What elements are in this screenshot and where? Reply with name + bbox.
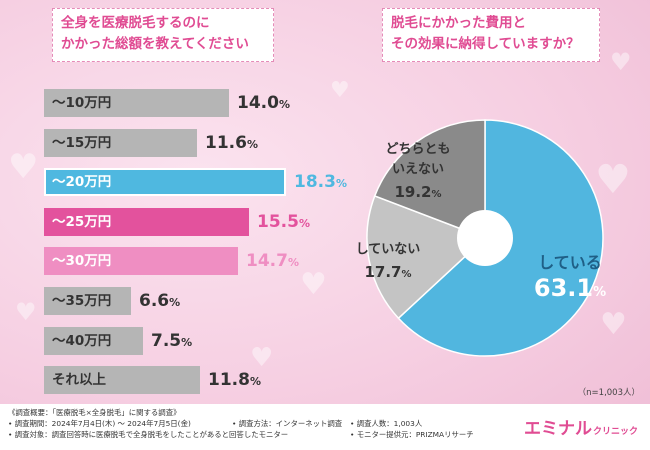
right-chart-title: 脱毛にかかった費用と その効果に納得していますか？	[382, 8, 600, 62]
pie-value-label: 17.7%	[364, 263, 411, 281]
bar-value-label: 14.0%	[237, 93, 290, 113]
footer	[0, 404, 650, 450]
bar	[44, 327, 143, 355]
bar-value-label: 6.6%	[139, 291, 181, 311]
bar	[44, 89, 229, 117]
bar-category-label: それ以上	[52, 372, 106, 388]
sample-size: （n=1,003人）	[577, 388, 640, 398]
brand-name: エミナル	[524, 419, 592, 439]
bar-value-label: 14.7%	[246, 251, 299, 271]
left-title-line2: かかった総額を教えてください	[61, 36, 249, 52]
heart-icon: ♥	[610, 48, 632, 76]
footnote-method: • 調査方法：インターネット調査	[232, 419, 343, 428]
footnote-provider: • モニター提供元：PRIZMAリサーチ	[350, 430, 474, 439]
heart-icon: ♥	[600, 307, 627, 342]
footnote-period: • 調査期間：2024年7月4日(木) ～ 2024年7月5日(金)	[8, 419, 191, 428]
bar-category-label: ～25万円	[52, 214, 112, 230]
footnote-count: • 調査人数：1,003人	[350, 419, 423, 428]
pie-slice-label: いえない	[392, 162, 444, 177]
bar-value-label: 18.3%	[294, 172, 347, 192]
bar-value-label: 7.5%	[151, 331, 193, 351]
brand-suffix: クリニック	[593, 427, 639, 437]
pie-slice	[397, 119, 604, 357]
pie-center-hole	[457, 210, 513, 266]
bar-category-label: ～35万円	[52, 293, 112, 309]
bar	[44, 168, 286, 196]
heart-icon: ♥	[8, 147, 39, 187]
pie-value-label: 63.1%	[534, 274, 606, 302]
bar-value-label: 11.8%	[208, 370, 261, 390]
bar	[44, 366, 200, 394]
bar	[44, 208, 249, 236]
left-chart-title: 全身を医療脱毛するのに かかった総額を教えてください	[52, 8, 274, 62]
pie-slice	[373, 119, 486, 240]
pie-slice	[366, 194, 487, 320]
footnote-summary: 《調査概要：「医療脱毛×全身脱毛」に関する調査》	[8, 408, 181, 417]
bar	[44, 287, 131, 315]
heart-icon: ♥	[300, 267, 327, 302]
heart-icon: ♥	[330, 78, 350, 103]
bar-value-label: 15.5%	[257, 212, 310, 232]
right-title-line1: 脱毛にかかった費用と	[391, 15, 526, 31]
heart-icon: ♥	[15, 298, 37, 326]
heart-icon: ♥	[250, 343, 274, 373]
brand-logo: エミナルクリニック	[524, 414, 638, 439]
bar-category-label: ～30万円	[52, 253, 112, 269]
right-title-line2: その効果に納得していますか？	[391, 36, 580, 52]
footnote-target: • 調査対象：調査回答時に医療脱毛で全身脱毛をしたことがあると回答したモニター	[8, 430, 289, 439]
bar	[44, 129, 197, 157]
bar	[44, 247, 238, 275]
pie-slice-label: している	[538, 253, 602, 272]
bar-category-label: ～40万円	[52, 333, 112, 349]
bar-value-label: 11.6%	[205, 133, 258, 153]
bar-category-label: ～20万円	[52, 174, 112, 190]
heart-icon: ♥	[595, 157, 631, 203]
bar-category-label: ～10万円	[52, 95, 112, 111]
pie-slice-label: どちらとも	[385, 142, 450, 157]
pie-value-label: 19.2%	[394, 183, 441, 201]
left-title-line1: 全身を医療脱毛するのに	[61, 15, 210, 31]
bar-category-label: ～15万円	[52, 135, 112, 151]
pie-slice-label: していない	[356, 242, 421, 257]
